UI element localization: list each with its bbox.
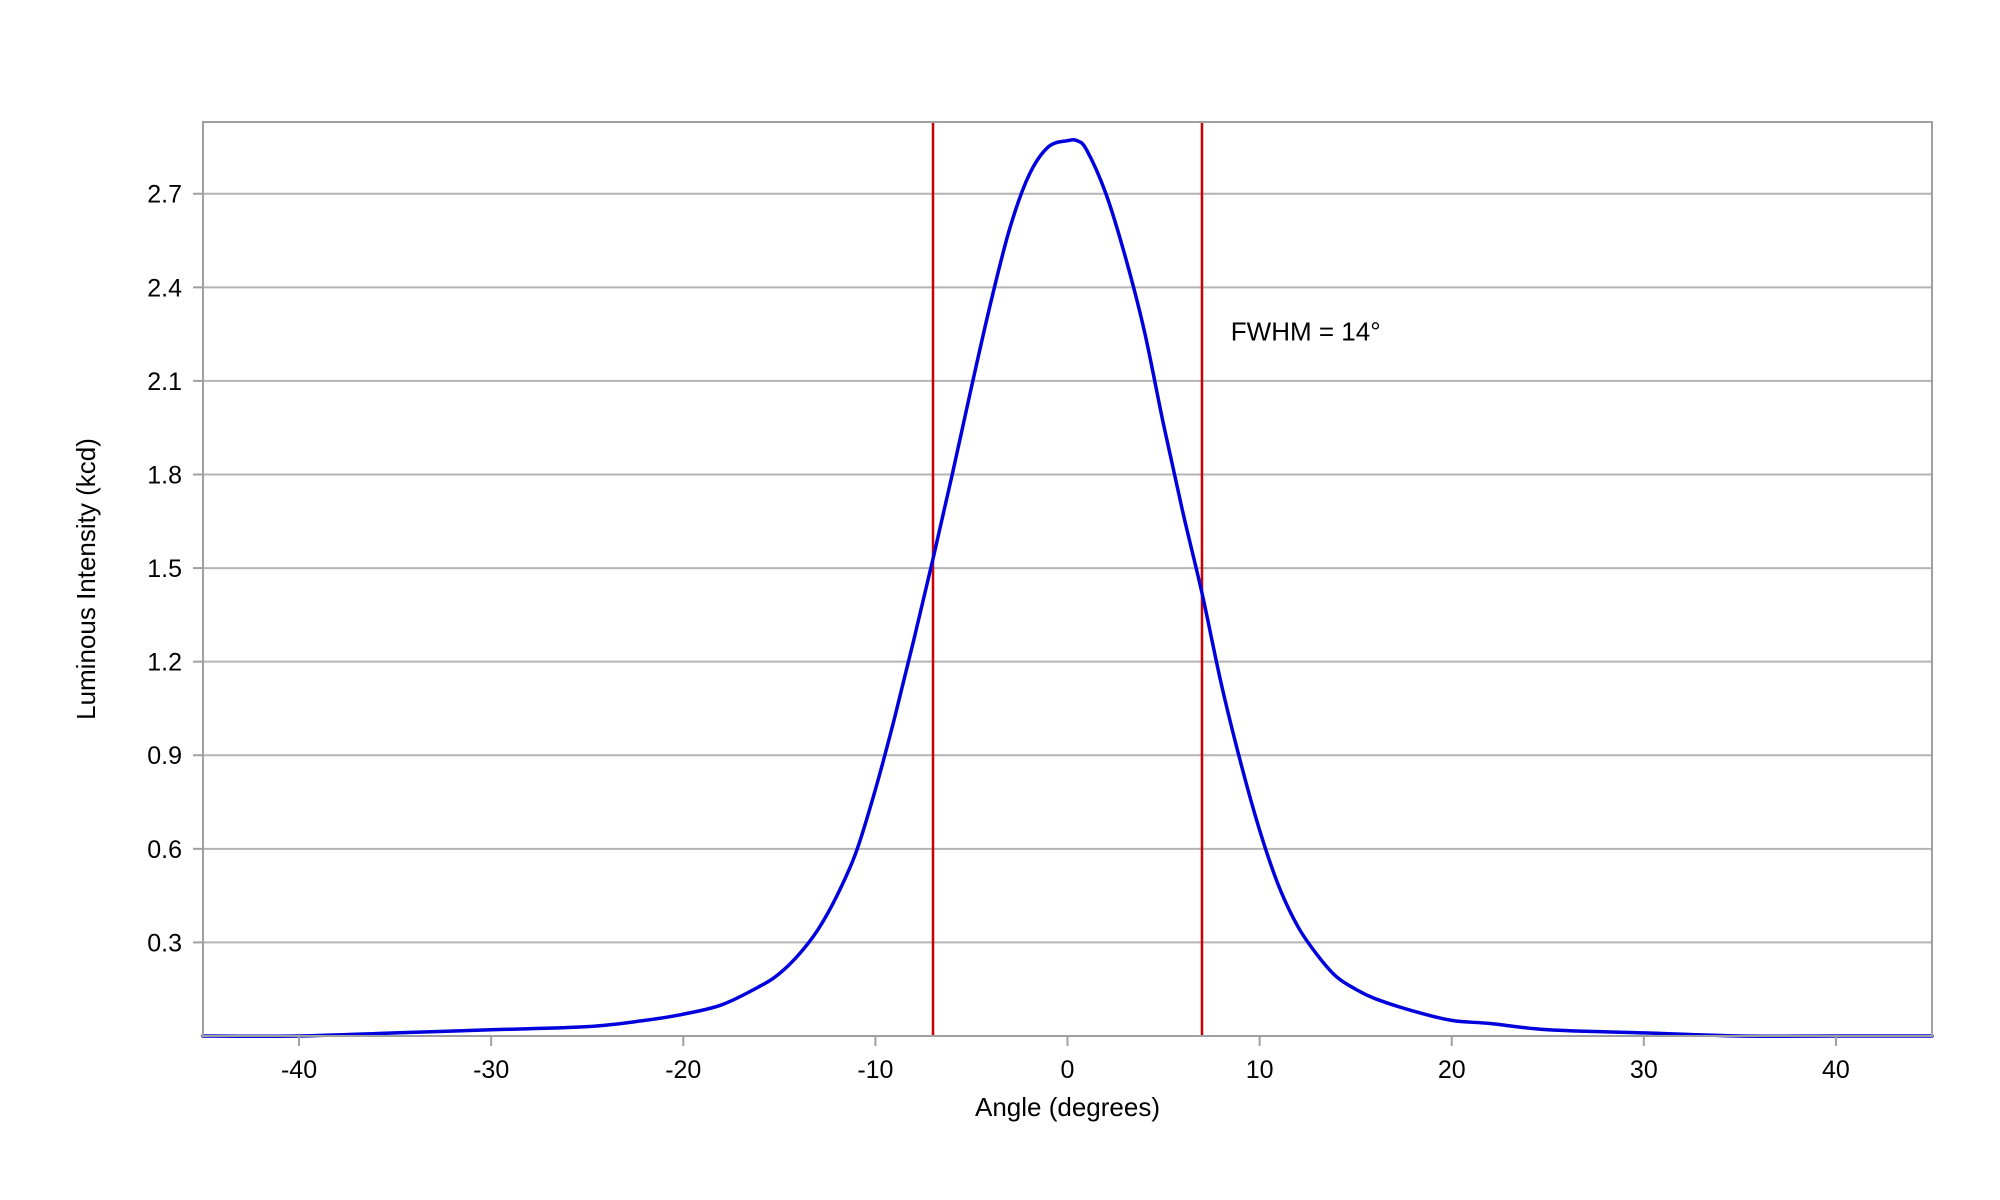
- y-tick-label-4: 1.5: [147, 555, 182, 583]
- y-tick-label-3: 1.2: [147, 649, 182, 677]
- x-tick-label-2: -20: [665, 1056, 701, 1084]
- fwhm-markers: [931, 122, 1204, 1036]
- y-tick-label-6: 2.1: [147, 368, 182, 396]
- y-tick-label-0: 0.3: [147, 929, 182, 957]
- x-tick-label-7: 30: [1630, 1056, 1658, 1084]
- series-line-0: [201, 137, 1934, 1038]
- y-axis-title: Luminous Intensity (kcd): [71, 438, 101, 720]
- y-tick-label-5: 1.8: [147, 461, 182, 489]
- y-tick-label-1: 0.6: [147, 836, 182, 864]
- y-tick-label-7: 2.4: [147, 274, 182, 302]
- x-tick-label-1: -30: [473, 1056, 509, 1084]
- y-tick-label-8: 2.7: [147, 181, 182, 209]
- series-layer: [201, 137, 1934, 1038]
- x-tick-label-3: -10: [857, 1056, 893, 1084]
- grid-lines: [203, 192, 1932, 944]
- x-axis-ticks: -40 -30 -20 -10 0 10 20 30 40: [281, 1036, 1850, 1084]
- x-tick-label-0: -40: [281, 1056, 317, 1084]
- x-tick-label-4: 0: [1061, 1056, 1075, 1084]
- plot-frame: [202, 121, 1933, 1037]
- y-tick-label-2: 0.9: [147, 742, 182, 770]
- y-axis-ticks: 0.3 0.6 0.9 1.2 1.5 1.8 2.1 2.4 2.7: [147, 181, 203, 957]
- fwhm-annotation: FWHM = 14°: [1231, 316, 1381, 346]
- x-tick-label-5: 10: [1246, 1056, 1274, 1084]
- x-tick-label-8: 40: [1822, 1056, 1850, 1084]
- x-tick-label-6: 20: [1438, 1056, 1466, 1084]
- x-axis-title: Angle (degrees): [975, 1092, 1160, 1122]
